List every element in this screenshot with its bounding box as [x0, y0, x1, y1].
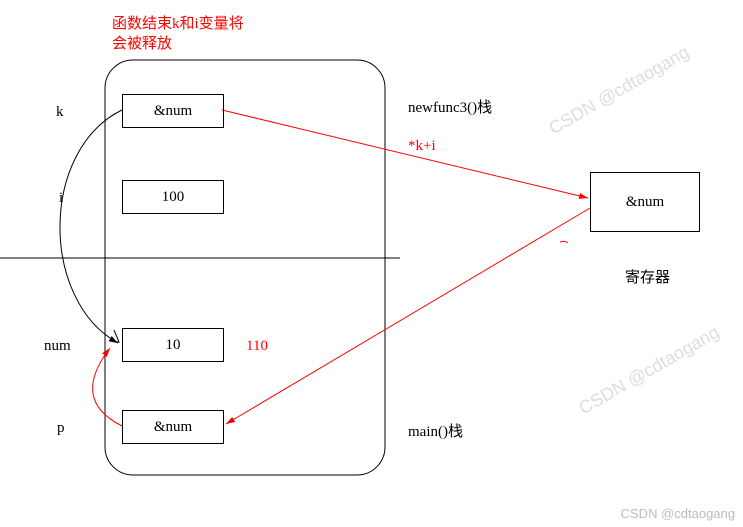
- label-110: 110: [246, 338, 268, 355]
- label-newfunc: newfunc3()栈: [408, 96, 492, 117]
- box-p: &num: [122, 410, 224, 444]
- box-i-text: 100: [162, 189, 185, 206]
- label-register: 寄存器: [625, 266, 670, 287]
- box-register-text: &num: [626, 194, 664, 211]
- label-ki: *k+i: [408, 138, 436, 155]
- box-num: 10: [122, 328, 224, 362]
- box-p-text: &num: [154, 419, 192, 436]
- arrow-reg-to-p: [226, 208, 590, 424]
- label-p: p: [57, 420, 65, 437]
- label-k: k: [56, 104, 64, 121]
- box-num-text: 10: [166, 337, 181, 354]
- attribution: CSDN @cdtaogang: [621, 506, 735, 521]
- arrow-p-to-num: [93, 348, 122, 426]
- label-i: i: [59, 190, 63, 207]
- box-i: 100: [122, 180, 224, 214]
- tick-mark: [114, 330, 119, 342]
- diagram-svg: [0, 0, 743, 527]
- arrow-k-to-reg: [222, 110, 588, 198]
- arrow-k-to-num: [60, 110, 122, 343]
- note-line2: 会被释放: [112, 32, 172, 53]
- box-k: &num: [122, 94, 224, 128]
- watermark-2: CSDN @cdtaogang: [575, 322, 723, 419]
- note-line1: 函数结束k和i变量将: [112, 12, 244, 33]
- box-register: &num: [590, 172, 700, 232]
- watermark-1: CSDN @cdtaogang: [545, 42, 693, 139]
- label-num: num: [44, 338, 71, 355]
- label-main: main()栈: [408, 420, 463, 441]
- stray-mark: [560, 241, 568, 243]
- box-k-text: &num: [154, 103, 192, 120]
